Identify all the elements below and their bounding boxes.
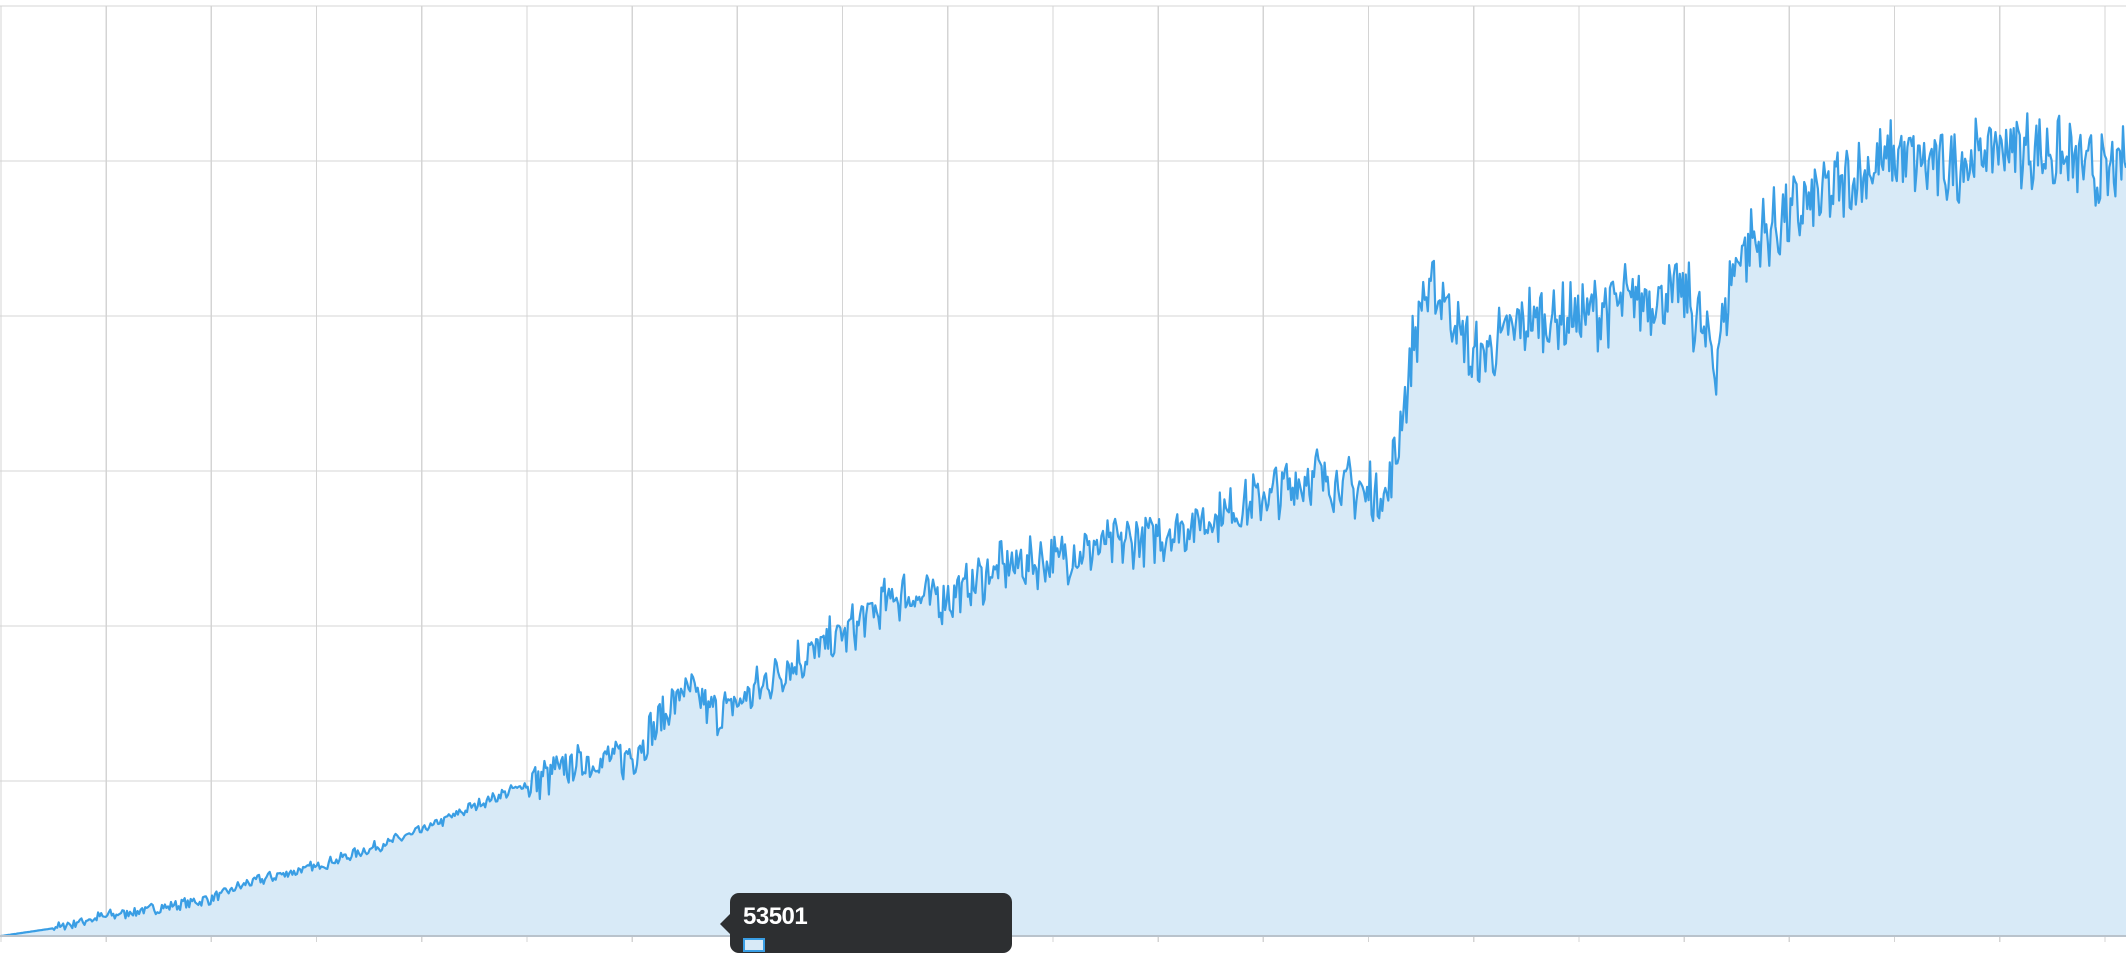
hover-tooltip: 53501	[720, 893, 1012, 953]
tooltip-value: 53501	[743, 903, 808, 930]
series-line	[0, 112, 2126, 938]
series-area-fill	[1, 113, 2126, 937]
tooltip-series-swatch	[743, 938, 765, 952]
tooltip-pointer	[720, 914, 730, 934]
